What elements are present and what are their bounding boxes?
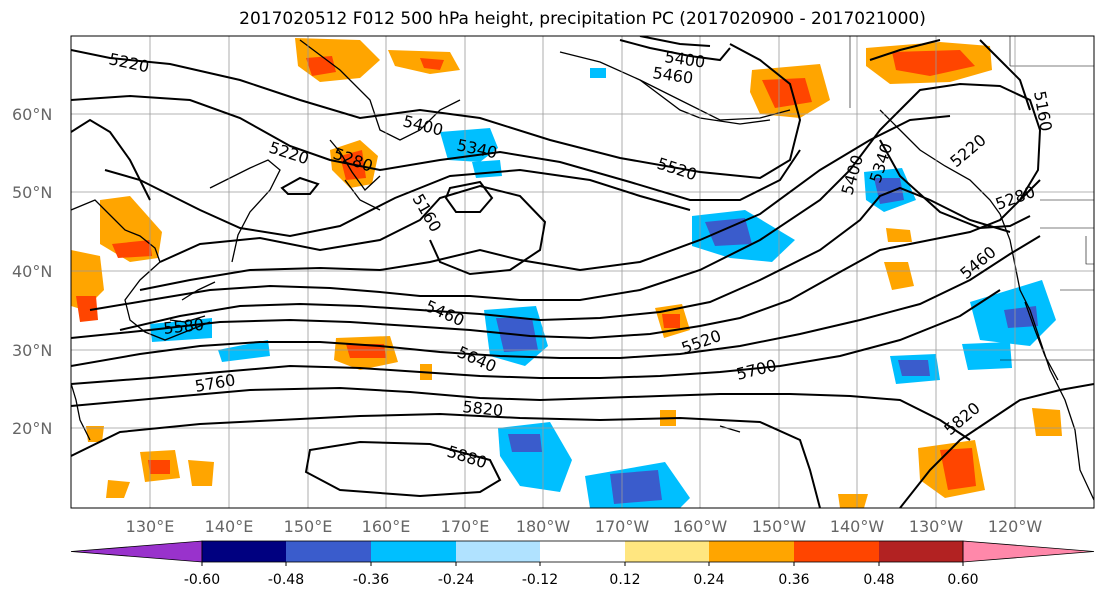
lon-tick-label: 170°W <box>595 517 650 536</box>
colorbar-segment <box>879 541 963 562</box>
lon-tick-label: 150°E <box>284 517 333 536</box>
chart-title: 2017020512 F012 500 hPa height, precipit… <box>239 9 926 29</box>
map-frame <box>70 35 1095 509</box>
lon-tick-label: 140°E <box>205 517 254 536</box>
colorbar-segment <box>709 541 794 562</box>
colorbar-segment <box>456 541 540 562</box>
colorbar-segment <box>202 541 286 562</box>
colorbar-segment <box>794 541 879 562</box>
colorbar-tick-label: 0.60 <box>947 572 978 588</box>
colorbar-tick-label: 0.12 <box>609 572 640 588</box>
lon-tick-label: 180°W <box>516 517 571 536</box>
lon-tick-label: 130°E <box>126 517 175 536</box>
contour-label: 5820 <box>462 397 504 420</box>
precip-shading-positive <box>71 38 1062 508</box>
lat-tick-label: 20°N <box>12 419 52 438</box>
lon-tick-label: 150°W <box>752 517 807 536</box>
colorbar-tick-label: -0.48 <box>268 572 304 588</box>
colorbar-segment <box>540 541 625 562</box>
height-contours <box>71 36 1094 508</box>
political-borders <box>849 36 1094 361</box>
lon-tick-label: 160°W <box>673 517 728 536</box>
colorbar <box>70 540 1095 566</box>
colorbar-tick-label: -0.24 <box>438 572 474 588</box>
lon-tick-label: 140°W <box>830 517 885 536</box>
colorbar-extend-low <box>70 540 203 563</box>
colorbar-segment <box>286 541 371 562</box>
lat-tick-label: 60°N <box>12 105 52 124</box>
lat-tick-label: 50°N <box>12 183 52 202</box>
precip-shading-negative <box>150 68 1056 508</box>
colorbar-tick-label: -0.36 <box>353 572 389 588</box>
colorbar-ticks: -0.60 -0.48 -0.36 -0.24 -0.12 0.12 0.24 … <box>184 572 979 588</box>
lon-tick-label: 160°E <box>362 517 411 536</box>
colorbar-tick-label: -0.12 <box>522 572 558 588</box>
colorbar-segment <box>625 541 709 562</box>
lat-tick-label: 40°N <box>12 262 52 281</box>
graticule <box>71 36 1094 508</box>
longitude-labels: 130°E 140°E 150°E 160°E 170°E 180°W 170°… <box>126 517 1043 536</box>
lon-tick-label: 170°E <box>441 517 490 536</box>
colorbar-tick-label: 0.24 <box>693 572 724 588</box>
contour-label: 5580 <box>162 315 204 338</box>
colorbar-segment <box>371 541 456 562</box>
lon-tick-label: 130°W <box>909 517 964 536</box>
colorbar-tick-label: 0.48 <box>863 572 894 588</box>
map-panel: 5220 5220 5280 5400 5340 5400 5460 5520 … <box>71 36 1094 508</box>
lat-tick-label: 30°N <box>12 341 52 360</box>
colorbar-extend-high <box>962 540 1095 563</box>
colorbar-tick-label: -0.60 <box>184 572 220 588</box>
latitude-labels: 60°N 50°N 40°N 30°N 20°N <box>12 105 52 438</box>
lon-tick-label: 120°W <box>988 517 1043 536</box>
colorbar-frame <box>201 540 964 563</box>
colorbar-tick-label: 0.36 <box>778 572 809 588</box>
